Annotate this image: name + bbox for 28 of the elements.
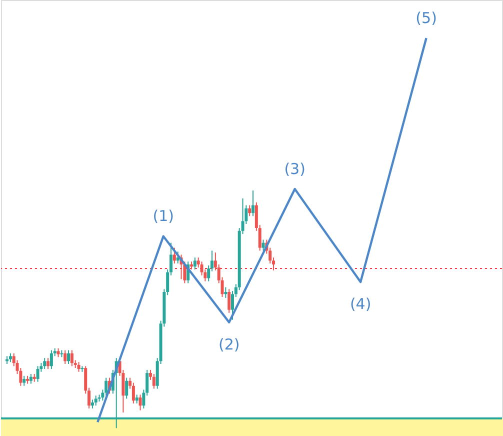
annotation: (1) xyxy=(152,207,174,226)
annotation: (5) xyxy=(416,9,437,28)
candlestick xyxy=(50,350,53,370)
candlestick xyxy=(228,288,231,314)
candlestick xyxy=(138,394,142,411)
annotation: (2) xyxy=(218,335,240,354)
annotation: (3) xyxy=(284,160,306,178)
candlestick xyxy=(77,362,80,372)
annotation: (4) xyxy=(350,294,372,313)
candlestick xyxy=(46,358,50,370)
candlestick xyxy=(36,366,40,382)
candlestick xyxy=(152,373,156,390)
candlestick xyxy=(29,373,32,384)
candlestick xyxy=(224,286,228,298)
candlestick xyxy=(70,350,74,367)
candlestick xyxy=(132,382,135,404)
candlestick xyxy=(252,190,255,217)
candlestick xyxy=(67,350,70,364)
candlestick xyxy=(64,350,67,364)
candlestick xyxy=(248,204,252,217)
candlestick xyxy=(125,377,128,400)
candlestick xyxy=(43,358,46,370)
candlestick xyxy=(172,247,176,264)
candlestick xyxy=(22,375,26,386)
candlestick xyxy=(262,239,265,252)
candlestick xyxy=(94,395,98,406)
candlestick xyxy=(193,257,196,270)
candlestick xyxy=(104,377,108,396)
